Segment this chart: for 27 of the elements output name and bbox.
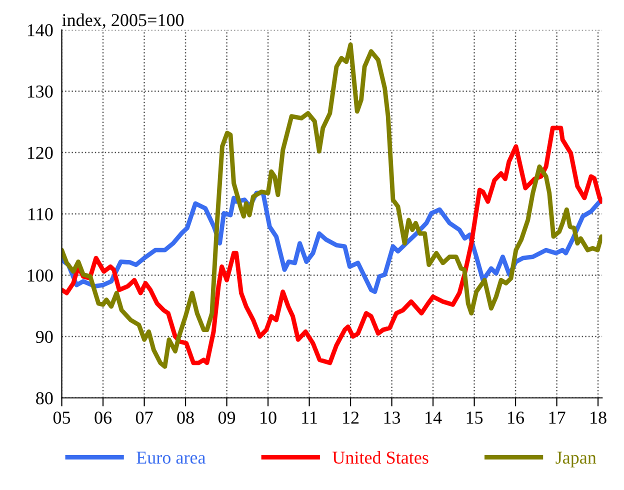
y-tick-label: 80 bbox=[36, 392, 53, 404]
y-tick-label: 90 bbox=[36, 330, 53, 343]
y-tick-label: 140 bbox=[28, 24, 53, 36]
x-tick-label: 09 bbox=[218, 412, 236, 424]
x-tick-label: 16 bbox=[508, 412, 524, 424]
legend-label: Euro area bbox=[136, 452, 206, 464]
y-tick-label: 130 bbox=[28, 85, 53, 98]
x-tick-label: 12 bbox=[343, 412, 359, 424]
y-tick-label: 110 bbox=[28, 208, 53, 220]
x-tick-label: 06 bbox=[94, 412, 112, 424]
line-series bbox=[62, 42, 602, 369]
x-tick-label: 17 bbox=[549, 412, 566, 424]
x-tick-label: 14 bbox=[426, 412, 442, 424]
x-tick-label: 13 bbox=[384, 412, 400, 424]
legend-label: United States bbox=[332, 451, 428, 464]
x-tick-label: 18 bbox=[590, 412, 606, 424]
x-tick-label: 08 bbox=[177, 412, 194, 424]
line-series bbox=[62, 126, 602, 366]
x-tick-label: 11 bbox=[302, 412, 317, 424]
y-tick-label: 100 bbox=[28, 269, 53, 282]
x-tick-label: 10 bbox=[260, 412, 276, 424]
legend-label: Japan bbox=[556, 452, 596, 468]
x-tick-label: 15 bbox=[466, 412, 483, 424]
y-axis-title: index, 2005=100 bbox=[62, 14, 184, 29]
x-tick-label: 05 bbox=[53, 412, 70, 424]
x-tick-label: 07 bbox=[136, 412, 153, 424]
y-tick-label: 120 bbox=[28, 146, 53, 159]
